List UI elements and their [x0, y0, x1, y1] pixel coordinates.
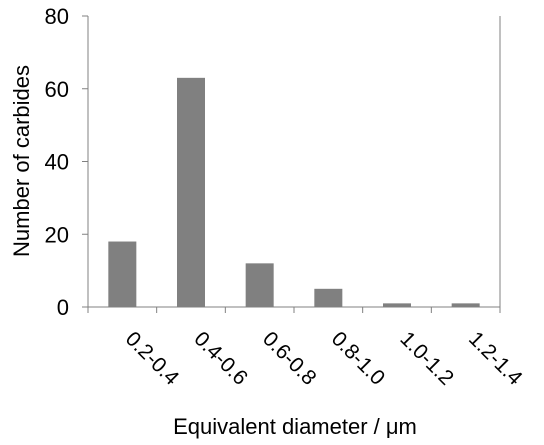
x-tick-label: 0.6-0.8 [258, 327, 321, 390]
bar [314, 288, 343, 307]
x-tick-labels: 0.2-0.4 0.4-0.6 0.6-0.8 0.8-1.0 1.0-1.2 1.2-1… [121, 327, 527, 390]
y-tick-label: 20 [45, 222, 69, 247]
y-tick-label: 80 [45, 4, 69, 29]
y-axis-label: Number of carbides [9, 65, 34, 257]
y-tick-label: 60 [45, 77, 69, 102]
bar [245, 263, 274, 307]
y-tick-label: 40 [45, 150, 69, 175]
x-tick-label: 1.0-1.2 [395, 327, 458, 390]
x-tick-label: 0.2-0.4 [121, 327, 184, 390]
bar [383, 303, 411, 307]
bars [108, 77, 480, 308]
bar [451, 303, 480, 307]
x-axis-label: Equivalent diameter / μm [173, 414, 417, 439]
x-tick-label: 0.4-0.6 [189, 327, 252, 390]
axes [82, 15, 501, 313]
bar [108, 241, 137, 307]
x-tick-label: 0.8-1.0 [327, 327, 390, 390]
y-tick-labels: 0 20 40 60 80 [45, 4, 69, 320]
y-tick-label: 0 [57, 295, 69, 320]
x-tick-label: 1.2-1.4 [464, 327, 527, 390]
bar [177, 77, 205, 308]
